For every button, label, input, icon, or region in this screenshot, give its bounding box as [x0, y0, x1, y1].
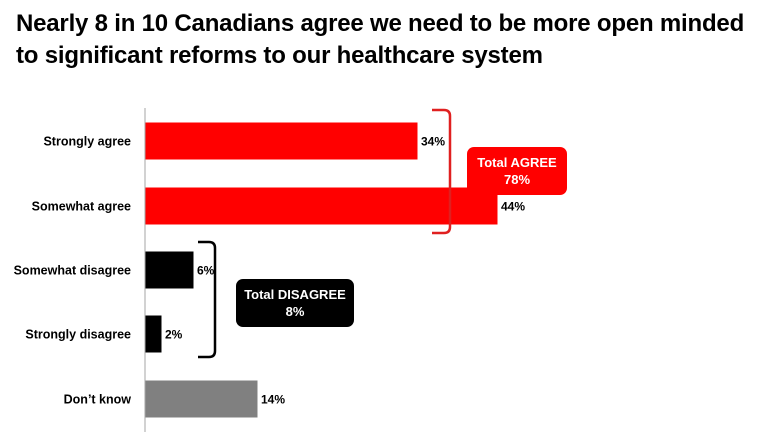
total-agree-box: Total AGREE 78%	[467, 147, 567, 195]
value-label-somewhat-disagree: 6%	[197, 264, 215, 278]
total-disagree-value: 8%	[285, 304, 305, 319]
value-label-strongly-disagree: 2%	[165, 328, 183, 342]
bar-strongly-agree	[145, 122, 418, 160]
total-agree-label: Total AGREE	[477, 155, 557, 170]
category-label-strongly-agree: Strongly agree	[43, 135, 131, 149]
bar-somewhat-disagree	[145, 251, 194, 289]
category-label-somewhat-disagree: Somewhat disagree	[14, 264, 131, 278]
total-disagree-label: Total DISAGREE	[244, 287, 346, 302]
bar-somewhat-agree	[145, 187, 498, 225]
category-label-don-t-know: Don’t know	[64, 393, 132, 407]
value-label-don-t-know: 14%	[261, 393, 285, 407]
value-label-somewhat-agree: 44%	[501, 200, 525, 214]
category-label-strongly-disagree: Strongly disagree	[25, 328, 131, 342]
brackets-group	[198, 108, 452, 359]
category-label-somewhat-agree: Somewhat agree	[32, 200, 131, 214]
bar-don-t-know	[145, 380, 258, 418]
agree-bracket	[432, 108, 452, 235]
value-label-strongly-agree: 34%	[421, 135, 445, 149]
bars-group: Strongly agree 34% Somewhat agree 44% Somewh…	[14, 122, 525, 418]
bar-strongly-disagree	[145, 315, 162, 353]
chart-title: Nearly 8 in 10 Canadians agree we need t…	[16, 10, 745, 69]
total-disagree-box: Total DISAGREE 8%	[236, 279, 354, 327]
total-agree-value: 78%	[503, 172, 531, 187]
disagree-bracket	[198, 240, 217, 359]
